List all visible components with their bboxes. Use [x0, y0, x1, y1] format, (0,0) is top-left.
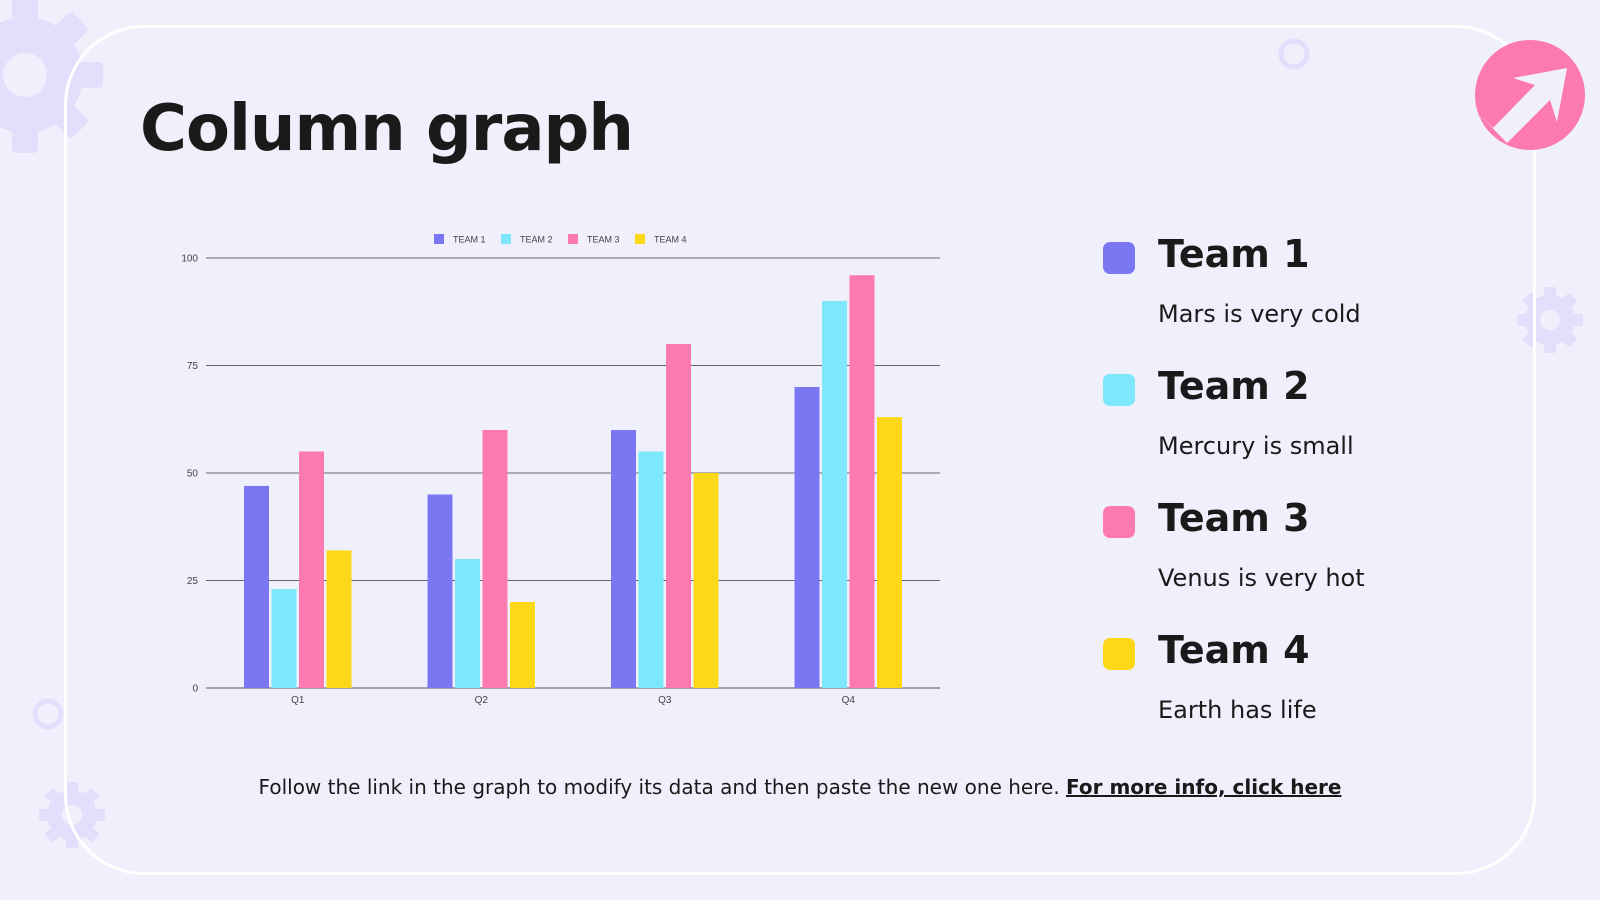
slide-frame: [64, 25, 1536, 875]
footer-text: Follow the link in the graph to modify i…: [258, 775, 1060, 799]
y-tick-label: 100: [181, 254, 198, 265]
bar-team-2-q3: [638, 451, 664, 688]
chart-legend-swatch: [501, 234, 511, 244]
bar-team-2-q2: [455, 559, 480, 688]
x-tick-label: Q1: [291, 695, 305, 706]
legend-description: Venus is very hot: [1158, 564, 1365, 592]
bar-team-4-q3: [693, 473, 719, 688]
legend-description: Mars is very cold: [1158, 300, 1361, 328]
footer-note: Follow the link in the graph to modify i…: [0, 775, 1600, 799]
bar-team-3-q2: [482, 430, 508, 688]
chart-legend-swatch: [635, 234, 645, 244]
gear-icon: [0, 0, 103, 153]
bar-team-4-q4: [877, 417, 902, 688]
bar-team-4-q1: [326, 550, 352, 688]
legend-swatch-team-2: [1103, 374, 1135, 406]
x-tick-label: Q3: [658, 695, 672, 706]
bar-team-3-q1: [299, 451, 324, 688]
y-tick-label: 50: [187, 469, 199, 480]
bar-team-1-q1: [244, 485, 269, 688]
more-info-link[interactable]: For more info, click here: [1066, 775, 1342, 799]
legend-swatch-team-3: [1103, 506, 1135, 538]
bar-team-3-q4: [849, 275, 875, 688]
arrow-icon[interactable]: [1475, 40, 1587, 152]
gear-icon: [1517, 287, 1583, 353]
legend-name: Team 1: [1158, 232, 1310, 276]
legend-description: Earth has life: [1158, 696, 1317, 724]
chart-legend-label: TEAM 3: [587, 235, 620, 245]
x-tick-label: Q4: [842, 695, 856, 706]
bar-team-4-q2: [510, 602, 535, 688]
bar-team-1-q2: [427, 494, 453, 688]
column-chart: 0 25 50 75 100 Q1 Q2 Q3 Q4 TEAM 1 TEAM 2 TEAM 3 TEAM…: [181, 234, 940, 706]
legend-description: Mercury is small: [1158, 432, 1354, 460]
chart-legend-swatch: [434, 234, 444, 244]
chart-legend-swatch: [568, 234, 578, 244]
y-tick-label: 75: [187, 361, 199, 372]
legend-name: Team 4: [1158, 628, 1310, 672]
ring-icon: [1278, 38, 1310, 70]
y-tick-label: 0: [192, 684, 198, 695]
bar-team-1-q3: [611, 430, 636, 688]
chart-legend-label: TEAM 1: [453, 235, 486, 245]
bar-team-1-q4: [794, 387, 820, 688]
bar-team-2-q1: [271, 589, 297, 688]
legend-name: Team 2: [1158, 364, 1310, 408]
chart-legend-label: TEAM 2: [520, 235, 553, 245]
bar-team-2-q4: [822, 301, 847, 688]
page-title: Column graph: [140, 92, 634, 166]
bar-team-3-q3: [666, 344, 691, 688]
x-tick-label: Q2: [475, 695, 489, 706]
legend-swatch-team-4: [1103, 638, 1135, 670]
y-tick-label: 25: [187, 576, 199, 587]
legend-swatch-team-1: [1103, 242, 1135, 274]
ring-icon: [32, 698, 64, 730]
legend-name: Team 3: [1158, 496, 1310, 540]
chart-legend-label: TEAM 4: [654, 235, 687, 245]
